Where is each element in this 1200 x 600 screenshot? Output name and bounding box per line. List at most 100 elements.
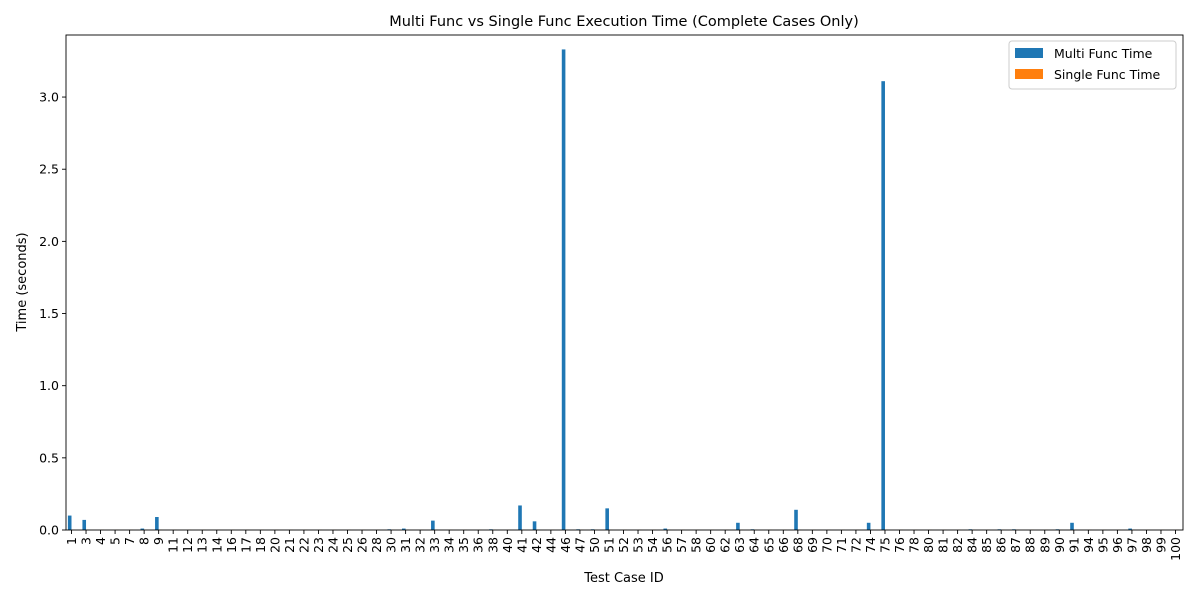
x-tick-label: 25 (340, 537, 355, 553)
y-axis-label: Time (seconds) (15, 232, 30, 332)
x-tick-label: 24 (325, 537, 340, 553)
x-tick-label: 54 (645, 537, 660, 553)
x-tick-label: 72 (848, 537, 863, 553)
x-tick-label: 75 (877, 537, 892, 553)
x-tick-label: 78 (907, 537, 922, 553)
x-tick-label: 85 (979, 537, 994, 553)
x-tick-label: 22 (296, 537, 311, 553)
legend-label-multi: Multi Func Time (1054, 46, 1153, 61)
bar-multi-func (402, 528, 406, 530)
y-tick-label: 3.0 (39, 90, 59, 105)
x-axis-label: Test Case ID (583, 571, 664, 586)
x-tick-label: 99 (1153, 537, 1168, 553)
x-tick-label: 23 (311, 537, 326, 553)
x-tick-label: 53 (631, 537, 646, 553)
x-tick-label: 60 (703, 537, 718, 553)
bar-multi-func (518, 505, 522, 530)
plot-frame (65, 34, 1184, 531)
legend-label-single: Single Func Time (1054, 67, 1160, 82)
x-tick-label: 11 (166, 537, 181, 553)
x-tick-label: 97 (1124, 537, 1139, 553)
bar-multi-func (1128, 528, 1132, 530)
x-tick-label: 20 (267, 537, 282, 553)
x-tick-label: 69 (805, 537, 820, 553)
x-axis: 1 3 4 5 7 8 9 11 12 13 14 16 17 18 20 21 22 23 24 25 26 28 30 3… (64, 530, 1183, 561)
y-tick-label: 1.5 (39, 306, 59, 321)
x-tick-label: 12 (180, 537, 195, 553)
x-tick-label: 96 (1110, 537, 1125, 553)
x-tick-label: 41 (514, 537, 529, 553)
x-tick-label: 32 (413, 537, 428, 553)
x-tick-label: 1 (64, 537, 79, 545)
x-tick-label: 68 (790, 537, 805, 553)
y-tick-label: 2.5 (39, 162, 59, 177)
x-tick-label: 58 (689, 537, 704, 553)
x-tick-label: 74 (863, 537, 878, 553)
bar-multi-func (155, 517, 159, 530)
x-tick-label: 46 (558, 537, 573, 553)
y-tick-label: 0.5 (39, 450, 59, 465)
bar-multi-func (532, 521, 537, 530)
x-tick-label: 95 (1095, 537, 1110, 553)
x-tick-label: 50 (587, 537, 602, 553)
bar-multi-func (881, 81, 885, 530)
x-tick-label: 30 (384, 537, 399, 553)
x-tick-label: 18 (253, 537, 268, 553)
x-tick-label: 33 (427, 537, 442, 553)
x-tick-label: 34 (442, 537, 457, 553)
bar-multi-func (605, 508, 609, 530)
x-tick-label: 17 (238, 537, 253, 553)
bar-multi-func (67, 515, 72, 530)
bars (67, 49, 1180, 530)
x-tick-label: 100 (1168, 537, 1183, 561)
x-tick-label: 35 (456, 537, 471, 553)
x-tick-label: 82 (950, 537, 965, 553)
x-tick-label: 98 (1139, 537, 1154, 553)
x-tick-label: 94 (1081, 537, 1096, 553)
x-tick-label: 88 (1023, 537, 1038, 553)
bar-multi-func (140, 528, 145, 530)
x-tick-label: 89 (1037, 537, 1052, 553)
x-tick-label: 7 (122, 537, 137, 545)
x-tick-label: 31 (398, 537, 413, 553)
x-tick-label: 44 (543, 537, 558, 553)
x-tick-label: 86 (994, 537, 1009, 553)
x-tick-label: 47 (572, 537, 587, 553)
bar-multi-func (866, 522, 871, 530)
bar-multi-func (1070, 522, 1074, 530)
x-tick-label: 62 (718, 537, 733, 553)
y-tick-label: 2.0 (39, 234, 59, 249)
bar-multi-func (736, 522, 740, 530)
x-tick-label: 13 (195, 537, 210, 553)
chart-title: Multi Func vs Single Func Execution Time… (389, 14, 859, 30)
x-tick-label: 71 (834, 537, 849, 553)
x-tick-label: 38 (485, 537, 500, 553)
bar-multi-func (663, 528, 668, 530)
x-tick-label: 57 (674, 537, 689, 553)
y-tick-label: 1.0 (39, 378, 59, 393)
x-tick-label: 9 (151, 537, 166, 545)
x-tick-label: 14 (209, 537, 224, 553)
x-tick-label: 16 (224, 537, 239, 553)
x-tick-label: 63 (732, 537, 747, 553)
x-tick-label: 3 (79, 537, 94, 545)
bar-multi-func (431, 520, 435, 530)
x-tick-label: 70 (819, 537, 834, 553)
legend-swatch-multi (1015, 48, 1043, 58)
x-tick-label: 21 (282, 537, 297, 553)
x-tick-label: 81 (936, 537, 951, 553)
x-tick-label: 8 (137, 537, 152, 545)
y-axis: 0.0 0.5 1.0 1.5 2.0 2.5 3.0 (39, 90, 66, 538)
x-tick-label: 87 (1008, 537, 1023, 553)
x-tick-label: 26 (355, 537, 370, 553)
x-tick-label: 65 (761, 537, 776, 553)
x-tick-label: 76 (892, 537, 907, 553)
bar-multi-func (82, 519, 87, 530)
y-tick-label: 0.0 (39, 523, 59, 538)
x-tick-label: 28 (369, 537, 384, 553)
x-tick-label: 56 (660, 537, 675, 553)
legend-box (1008, 40, 1177, 90)
x-tick-label: 80 (921, 537, 936, 553)
legend-swatch-single (1015, 69, 1043, 79)
